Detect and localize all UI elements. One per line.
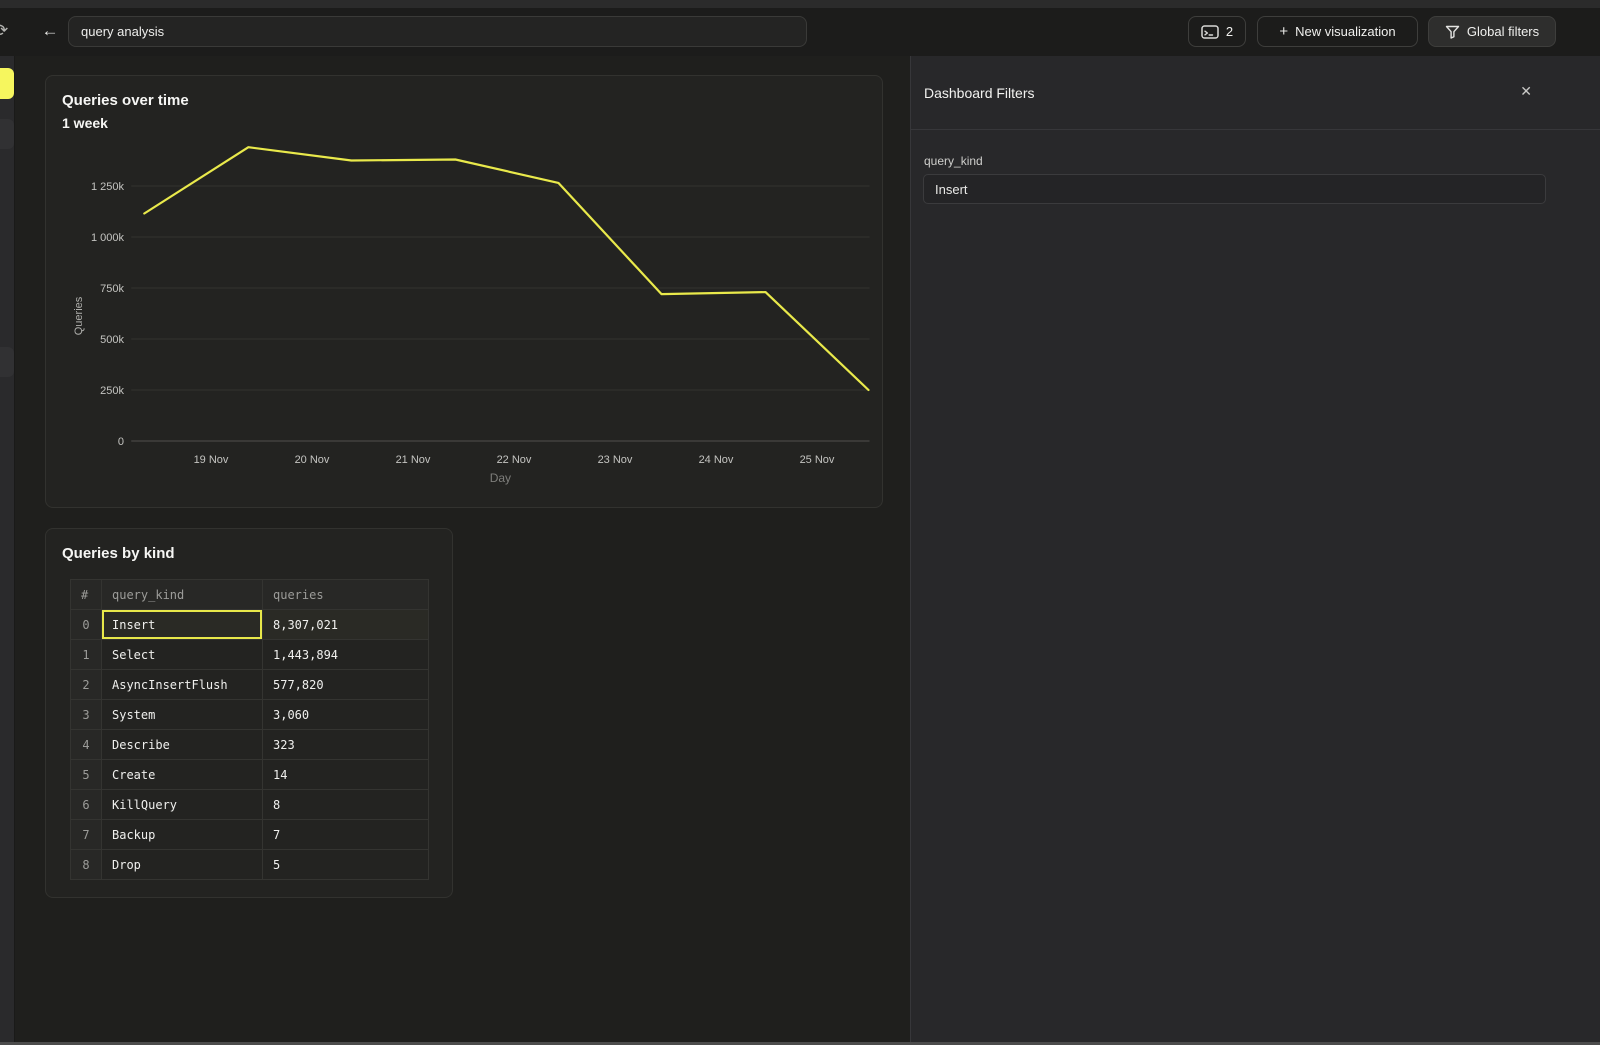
row-index: 6 [70,789,102,820]
svg-text:500k: 500k [100,334,124,346]
svg-text:750k: 750k [100,283,124,295]
filter-funnel-icon [1445,25,1460,39]
cell-query-kind[interactable]: Describe [101,729,263,760]
cell-query-kind[interactable]: Select [101,639,263,670]
svg-text:1 250k: 1 250k [91,181,125,193]
cell-query-kind[interactable]: Backup [101,819,263,850]
queries-over-time-card: Queries over time 1 week 0 250k 500k 750k 1 … [45,75,883,508]
close-icon: ✕ [1520,83,1532,99]
sidebar-item[interactable] [0,347,14,377]
svg-text:23 Nov: 23 Nov [598,454,633,466]
row-index: 1 [70,639,102,670]
toolbar: ⟳ ← 2 + New visualization Global filters [0,8,1600,56]
svg-text:25 Nov: 25 Nov [800,454,835,466]
close-panel-button[interactable]: ✕ [1514,82,1538,101]
row-index: 4 [70,729,102,760]
table-row: 7 Backup 7 [70,819,429,850]
svg-text:0: 0 [118,436,124,448]
sidebar-item[interactable] [0,119,14,149]
cell-query-kind[interactable]: Create [101,759,263,790]
row-index: 2 [70,669,102,700]
cell-query-kind[interactable]: Drop [101,849,263,880]
queries-chart: 0 250k 500k 750k 1 000k 1 250k 19 Nov 20 Nov 21 … [73,146,870,485]
column-header-queries: queries [262,579,429,610]
cell-queries[interactable]: 7 [262,819,429,850]
column-header-index: # [70,579,102,610]
sidebar-item-dashboard-active[interactable] [0,68,14,99]
cell-queries[interactable]: 5 [262,849,429,880]
cell-query-kind[interactable]: AsyncInsertFlush [101,669,263,700]
cell-queries[interactable]: 3,060 [262,699,429,730]
row-index: 7 [70,819,102,850]
cell-queries[interactable]: 577,820 [262,669,429,700]
refresh-icon[interactable]: ⟳ [0,21,9,40]
chart-subtitle: 1 week [62,115,108,131]
cell-queries[interactable]: 14 [262,759,429,790]
plus-icon: + [1279,22,1289,40]
cell-query-kind[interactable]: KillQuery [101,789,263,820]
row-index: 8 [70,849,102,880]
sql-console-count-button[interactable]: 2 [1188,16,1246,47]
svg-text:Queries: Queries [73,296,85,335]
row-index: 5 [70,759,102,790]
query-kind-filter-select[interactable] [923,174,1546,204]
cell-queries[interactable]: 8,307,021 [262,609,429,640]
table-row: 4 Describe 323 [70,729,429,760]
column-header-query-kind: query_kind [101,579,263,610]
dashboard-filters-panel: Dashboard Filters ✕ query_kind [910,56,1600,1042]
filter-field-label: query_kind [924,154,983,168]
cell-query-kind[interactable]: Insert [101,609,263,640]
svg-text:24 Nov: 24 Nov [699,454,734,466]
queries-table-body: 0 Insert 8,307,021 1 Select 1,443,894 2 AsyncIn… [70,609,429,880]
table-row: 5 Create 14 [70,759,429,790]
cell-query-kind[interactable]: System [101,699,263,730]
row-index: 0 [70,609,102,640]
svg-text:1 000k: 1 000k [91,232,125,244]
filters-panel-header: Dashboard Filters ✕ [911,56,1600,130]
console-tab-count: 2 [1225,24,1234,39]
window-top-strip [0,0,1600,8]
sql-console-icon [1201,24,1219,39]
dashboard-canvas: Queries over time 1 week 0 250k 500k 750k 1 … [15,56,910,1042]
table-row: 1 Select 1,443,894 [70,639,429,670]
window-bottom-edge [0,1042,1600,1045]
svg-text:20 Nov: 20 Nov [295,454,330,466]
svg-text:21 Nov: 21 Nov [396,454,431,466]
dashboard-title-input[interactable] [68,16,807,47]
back-arrow-icon: ← [41,21,59,40]
queries-table: # query_kind queries 0 Insert 8,307,021 1 Se… [70,579,429,880]
table-title: Queries by kind [62,545,175,562]
row-index: 3 [70,699,102,730]
svg-text:22 Nov: 22 Nov [497,454,532,466]
chart-title: Queries over time [62,92,189,109]
svg-text:Day: Day [490,471,511,485]
cell-queries[interactable]: 8 [262,789,429,820]
table-row: 6 KillQuery 8 [70,789,429,820]
cell-queries[interactable]: 1,443,894 [262,639,429,670]
svg-text:250k: 250k [100,385,124,397]
svg-text:19 Nov: 19 Nov [194,454,229,466]
table-row: 3 System 3,060 [70,699,429,730]
left-sidebar-rail [0,56,15,1042]
global-filters-button[interactable]: Global filters [1428,16,1556,47]
new-visualization-label: New visualization [1295,24,1396,39]
filters-panel-title: Dashboard Filters [924,85,1035,101]
back-button[interactable]: ← [38,18,62,44]
table-row: 2 AsyncInsertFlush 577,820 [70,669,429,700]
global-filters-label: Global filters [1466,24,1540,39]
cell-queries[interactable]: 323 [262,729,429,760]
table-row: 0 Insert 8,307,021 [70,609,429,640]
table-row: 8 Drop 5 [70,849,429,880]
new-visualization-button[interactable]: + New visualization [1257,16,1418,47]
table-header-row: # query_kind queries [70,579,429,610]
queries-by-kind-card: Queries by kind # query_kind queries 0 In… [45,528,453,898]
